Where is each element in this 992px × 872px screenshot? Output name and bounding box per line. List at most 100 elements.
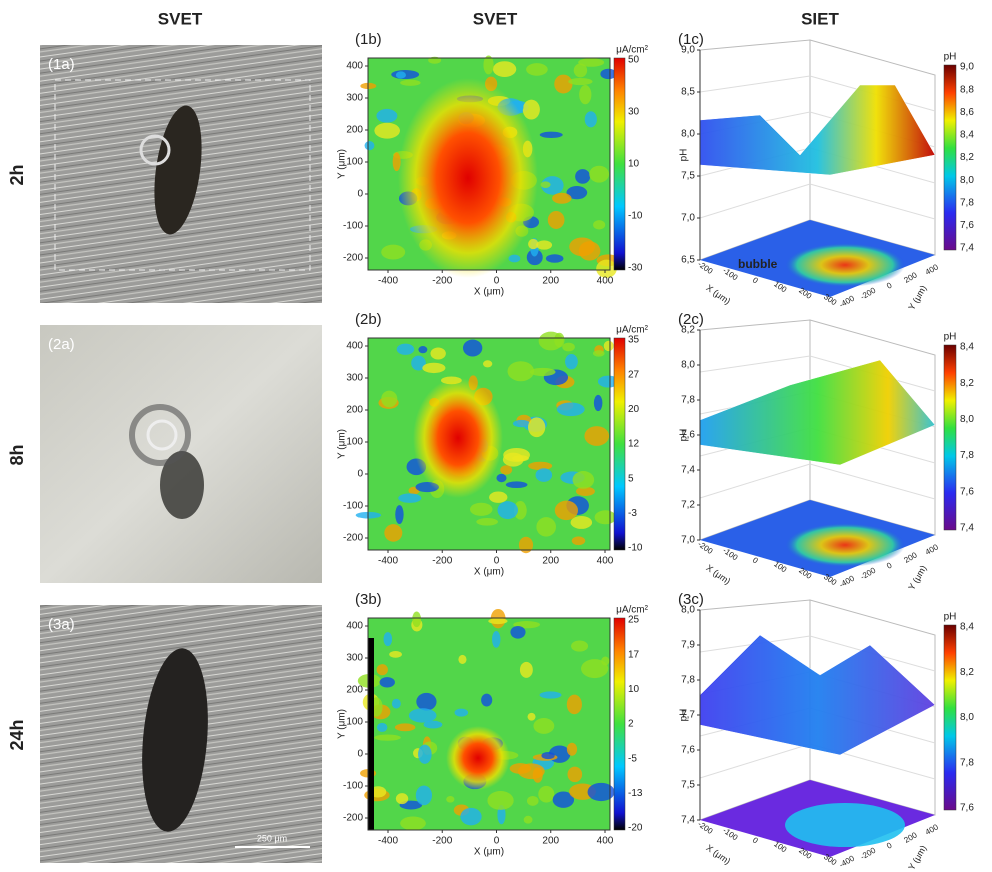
panel-label: (2c) [678,311,704,328]
z-tick-label: 7,6 [681,745,695,756]
y-tick-label: -200 [859,845,878,861]
pit [142,648,208,832]
colorbar [613,337,626,551]
panel-label: (1b) [355,31,382,48]
wall-grid [699,743,811,779]
map-patch [547,210,565,229]
map-patch [508,254,521,263]
y-tick-label: 0 [357,189,363,200]
map-patch [374,734,401,741]
panel-label: (3b) [355,591,382,608]
colorbar-tick-label: 9,0 [960,62,974,73]
map-patch [593,394,603,412]
map-patch [518,536,534,554]
bubble-ring [139,134,171,166]
y-tick-label: 0 [885,560,894,570]
map-patch [575,169,591,184]
colorbar-tick-label: -3 [628,508,637,519]
map-patch [411,355,426,371]
map-patch [540,181,551,188]
bubble-ring [129,404,191,466]
x-tick-label: -400 [378,556,398,567]
row-label: 24h [7,719,27,750]
map-patch [482,360,493,368]
y-tick-label: 200 [346,685,363,696]
y-tick-label: -200 [859,285,878,301]
map-frame [367,337,611,551]
z-tick-label: 8,0 [681,605,695,616]
x-tick-label: 0 [751,276,760,286]
map-patch [458,654,467,665]
colorbar-unit: μA/cm² [616,605,649,616]
y-tick-label: -100 [343,781,363,792]
map-patch [566,186,588,200]
map-patch [579,85,592,105]
map-patch [522,99,540,120]
x-tick-label: 400 [597,556,614,567]
y-tick-label: -200 [859,565,878,581]
map-patch [562,342,575,352]
map-patch [505,481,528,489]
y-tick-label: -400 [838,573,857,589]
map-patch [565,354,578,370]
map-patch [535,468,553,482]
colorbar-title: pH [944,332,957,343]
map-patch [507,361,535,382]
map-frame [367,617,611,831]
map-patch [389,651,402,658]
map-patch [528,417,546,438]
map-patch [462,339,483,357]
panel-label: (3a) [48,616,75,633]
y-tick-label: 0 [357,469,363,480]
y-tick-label: -200 [343,533,363,544]
colorbar-tick-label: 8,8 [960,84,974,95]
colorbar-tick-label: 5 [628,473,634,484]
map-patch [509,763,532,774]
colorbar-tick-label: 7,8 [960,757,974,768]
colorbar-tick-label: 8,4 [960,130,974,141]
map-patch [539,691,562,699]
map-patch [554,500,578,521]
colorbar-title: pH [944,52,957,63]
x-tick-label: 0 [494,836,500,847]
y-tick-label: 400 [924,822,941,837]
z-tick-label: 8,2 [681,325,695,336]
map-patch [601,656,610,666]
map-patch [400,816,426,831]
map-patch [398,493,422,503]
x-tick-label: -200 [432,276,452,287]
floor-hotspot [785,243,905,287]
map-patch [566,694,582,715]
y-axis-label: Y (μm) [906,283,928,311]
map-patch [423,720,443,729]
anodic-region [446,726,510,790]
map-patch [527,712,536,721]
map-patch [376,108,398,123]
y-tick-label: 400 [346,621,363,632]
x-tick-label: 400 [597,276,614,287]
map-patch [487,791,514,810]
colorbar [613,57,626,271]
map-patch [394,723,416,732]
x-tick-label: 400 [597,836,614,847]
map-patch [483,55,494,75]
annotation: bubble [738,257,778,271]
colorbar-tick-label: 30 [628,107,640,118]
map-patch [566,742,578,756]
map-patch [538,785,555,803]
colorbar-tick-label: -10 [628,543,643,554]
y-tick-label: 200 [346,405,363,416]
map-patch [430,347,446,360]
map-patch [460,807,482,826]
z-tick-label: 8,0 [681,129,695,140]
y-axis-label: Y (μm) [337,149,348,179]
colorbar-tick-label: 2 [628,719,634,730]
map-patch [573,63,588,78]
colorbar-tick-label: 7,6 [960,220,974,231]
y-tick-label: 300 [346,373,363,384]
map-patch [418,744,432,764]
map-patch [383,632,393,647]
z-tick-label: 7,2 [681,500,695,511]
pit [160,451,204,519]
